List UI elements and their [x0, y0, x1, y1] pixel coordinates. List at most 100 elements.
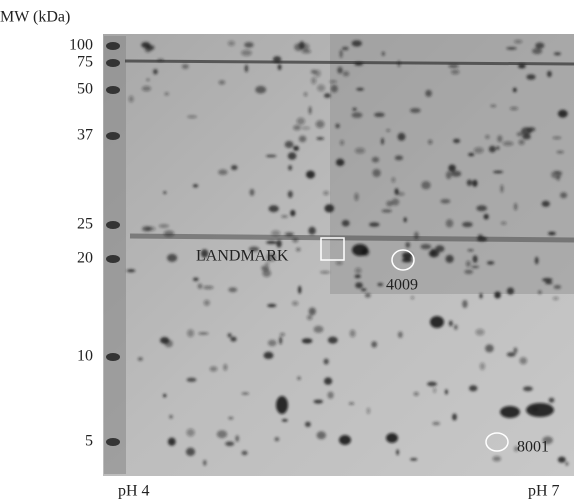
spot: [287, 190, 293, 198]
spot: [296, 247, 301, 252]
spot: [267, 339, 277, 347]
gel: [103, 34, 574, 476]
spot: [272, 56, 282, 63]
spot-circle: [391, 249, 415, 271]
spot: [255, 85, 267, 94]
spot: [186, 377, 197, 382]
spot: [316, 137, 325, 140]
spot: [506, 352, 516, 357]
spot: [432, 421, 441, 426]
spot: [403, 217, 407, 223]
spot: [471, 265, 480, 269]
spot: [542, 278, 553, 282]
spot: [308, 226, 316, 235]
spot: [268, 205, 279, 213]
spot: [169, 414, 173, 419]
spot: [203, 299, 210, 306]
spot: [485, 134, 490, 139]
spot: [311, 77, 317, 85]
spot: [265, 262, 270, 266]
spot: [513, 203, 518, 211]
spot: [414, 231, 419, 240]
spot: [467, 249, 474, 252]
spot: [519, 357, 528, 365]
spot: [248, 246, 260, 252]
spot: [303, 92, 308, 97]
spot: [126, 269, 136, 273]
marker-label: 20: [77, 250, 93, 267]
spot: [522, 134, 531, 140]
spot: [452, 413, 457, 421]
spot: [374, 112, 385, 118]
spot: [371, 341, 378, 348]
spot: [185, 447, 196, 456]
spot: [527, 127, 536, 132]
annotation-label: LANDMARK: [196, 248, 289, 265]
spot: [198, 332, 209, 335]
spot: [225, 441, 235, 447]
spot: [339, 49, 343, 58]
spot: [485, 344, 494, 353]
spot: [290, 209, 296, 217]
spot: [369, 222, 380, 227]
ladder-band: [106, 132, 120, 140]
spot: [323, 358, 329, 365]
spot: [502, 141, 514, 146]
spot: [293, 145, 299, 151]
spot: [497, 135, 503, 143]
spot: [413, 391, 419, 396]
spot: [453, 324, 458, 330]
spot: [565, 462, 569, 466]
spot: [316, 431, 326, 440]
spot: [354, 192, 359, 201]
spot: [506, 287, 515, 295]
spot: [182, 64, 189, 69]
spot: [274, 437, 280, 442]
marker-label: 5: [85, 433, 93, 450]
spot: [386, 433, 398, 443]
spot: [244, 64, 249, 73]
spot: [386, 129, 391, 132]
spot: [372, 169, 381, 177]
spot: [287, 152, 297, 160]
spot: [265, 154, 277, 158]
ph-label: pH 4: [118, 483, 150, 500]
spot: [163, 230, 175, 237]
spot: [193, 277, 199, 282]
spot: [381, 51, 385, 56]
spot-circle: [485, 432, 509, 452]
spot: [397, 331, 403, 338]
spot: [477, 234, 483, 239]
spot: [335, 261, 343, 265]
spot: [141, 85, 152, 92]
spot: [537, 290, 542, 295]
marker-label: 100: [69, 37, 93, 54]
spot: [351, 40, 362, 47]
axis-title: MW (kDa): [0, 9, 70, 26]
spot: [553, 52, 561, 56]
spot: [164, 339, 173, 348]
spot: [430, 316, 444, 328]
spot: [293, 125, 301, 131]
spot: [462, 300, 468, 308]
spot: [445, 219, 454, 228]
spot: [490, 104, 497, 108]
ladder-band: [106, 221, 120, 229]
spot: [469, 385, 478, 392]
spot: [167, 437, 176, 446]
ladder-lane: [104, 36, 126, 474]
spot: [327, 391, 334, 399]
ladder-band: [106, 438, 120, 446]
spot: [428, 139, 433, 145]
spot: [401, 258, 413, 263]
spot: [227, 40, 235, 47]
spot: [366, 407, 371, 414]
spot: [218, 169, 228, 175]
annotation-label: 4009: [386, 277, 418, 294]
spot: [342, 71, 350, 77]
spot: [308, 106, 312, 115]
spot: [410, 296, 415, 300]
spot: [448, 164, 456, 172]
spot: [473, 147, 484, 154]
spot: [472, 255, 478, 263]
